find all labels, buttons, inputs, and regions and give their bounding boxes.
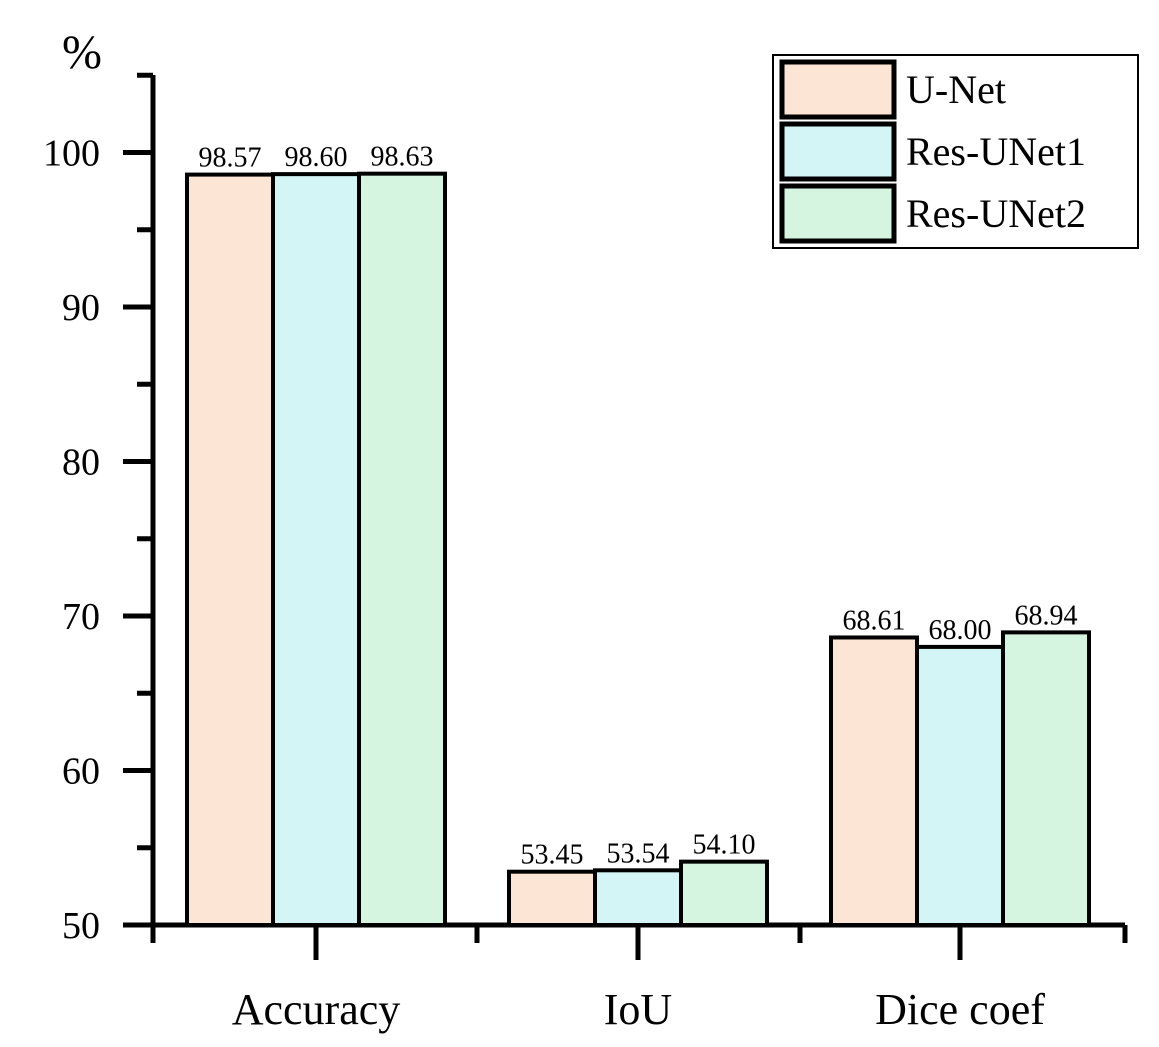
x-category-label: Accuracy [232,985,401,1034]
y-tick-label: 90 [62,287,100,329]
legend-label: Res-UNet1 [906,129,1086,174]
legend-swatch [779,121,897,182]
bar[interactable] [185,172,275,927]
bar[interactable] [593,868,683,928]
bar[interactable] [1001,630,1091,927]
bar[interactable] [679,859,769,928]
x-category-label: Dice coef [875,985,1045,1034]
y-tick-label: 50 [62,905,100,947]
legend-label: U-Net [906,67,1006,112]
bar[interactable] [357,171,447,927]
legend: U-Net Res-UNet1 Res-UNet2 [772,54,1139,249]
bar-value-label: 98.60 [285,142,348,173]
bar-value-label: 53.45 [521,840,584,871]
bar-value-label: 54.10 [693,830,756,861]
y-tick-label: 70 [62,596,100,638]
bar-value-label: 68.61 [843,605,906,636]
bar[interactable] [507,869,597,928]
labels: Accuracy IoU Dice coef 98.57 98.60 98.63 53.45… [199,142,1078,1034]
y-tick-label: 60 [62,751,100,793]
bar[interactable] [271,172,361,927]
x-category-label: IoU [604,985,672,1034]
bar-value-label: 98.63 [371,142,434,173]
legend-swatch [779,183,897,244]
bars [185,171,1091,928]
bar[interactable] [829,635,919,928]
legend-label: Res-UNet2 [906,191,1086,236]
bar-value-label: 98.57 [199,143,262,174]
bar-value-label: 68.00 [929,615,992,646]
bar-value-label: 68.94 [1015,600,1078,631]
y-tick-label: 80 [62,442,100,484]
bar[interactable] [915,644,1005,928]
legend-swatch [779,59,897,120]
y-axis-label: % [62,26,102,79]
bar-value-label: 53.54 [607,838,670,869]
y-tick-label: 100 [43,133,100,175]
